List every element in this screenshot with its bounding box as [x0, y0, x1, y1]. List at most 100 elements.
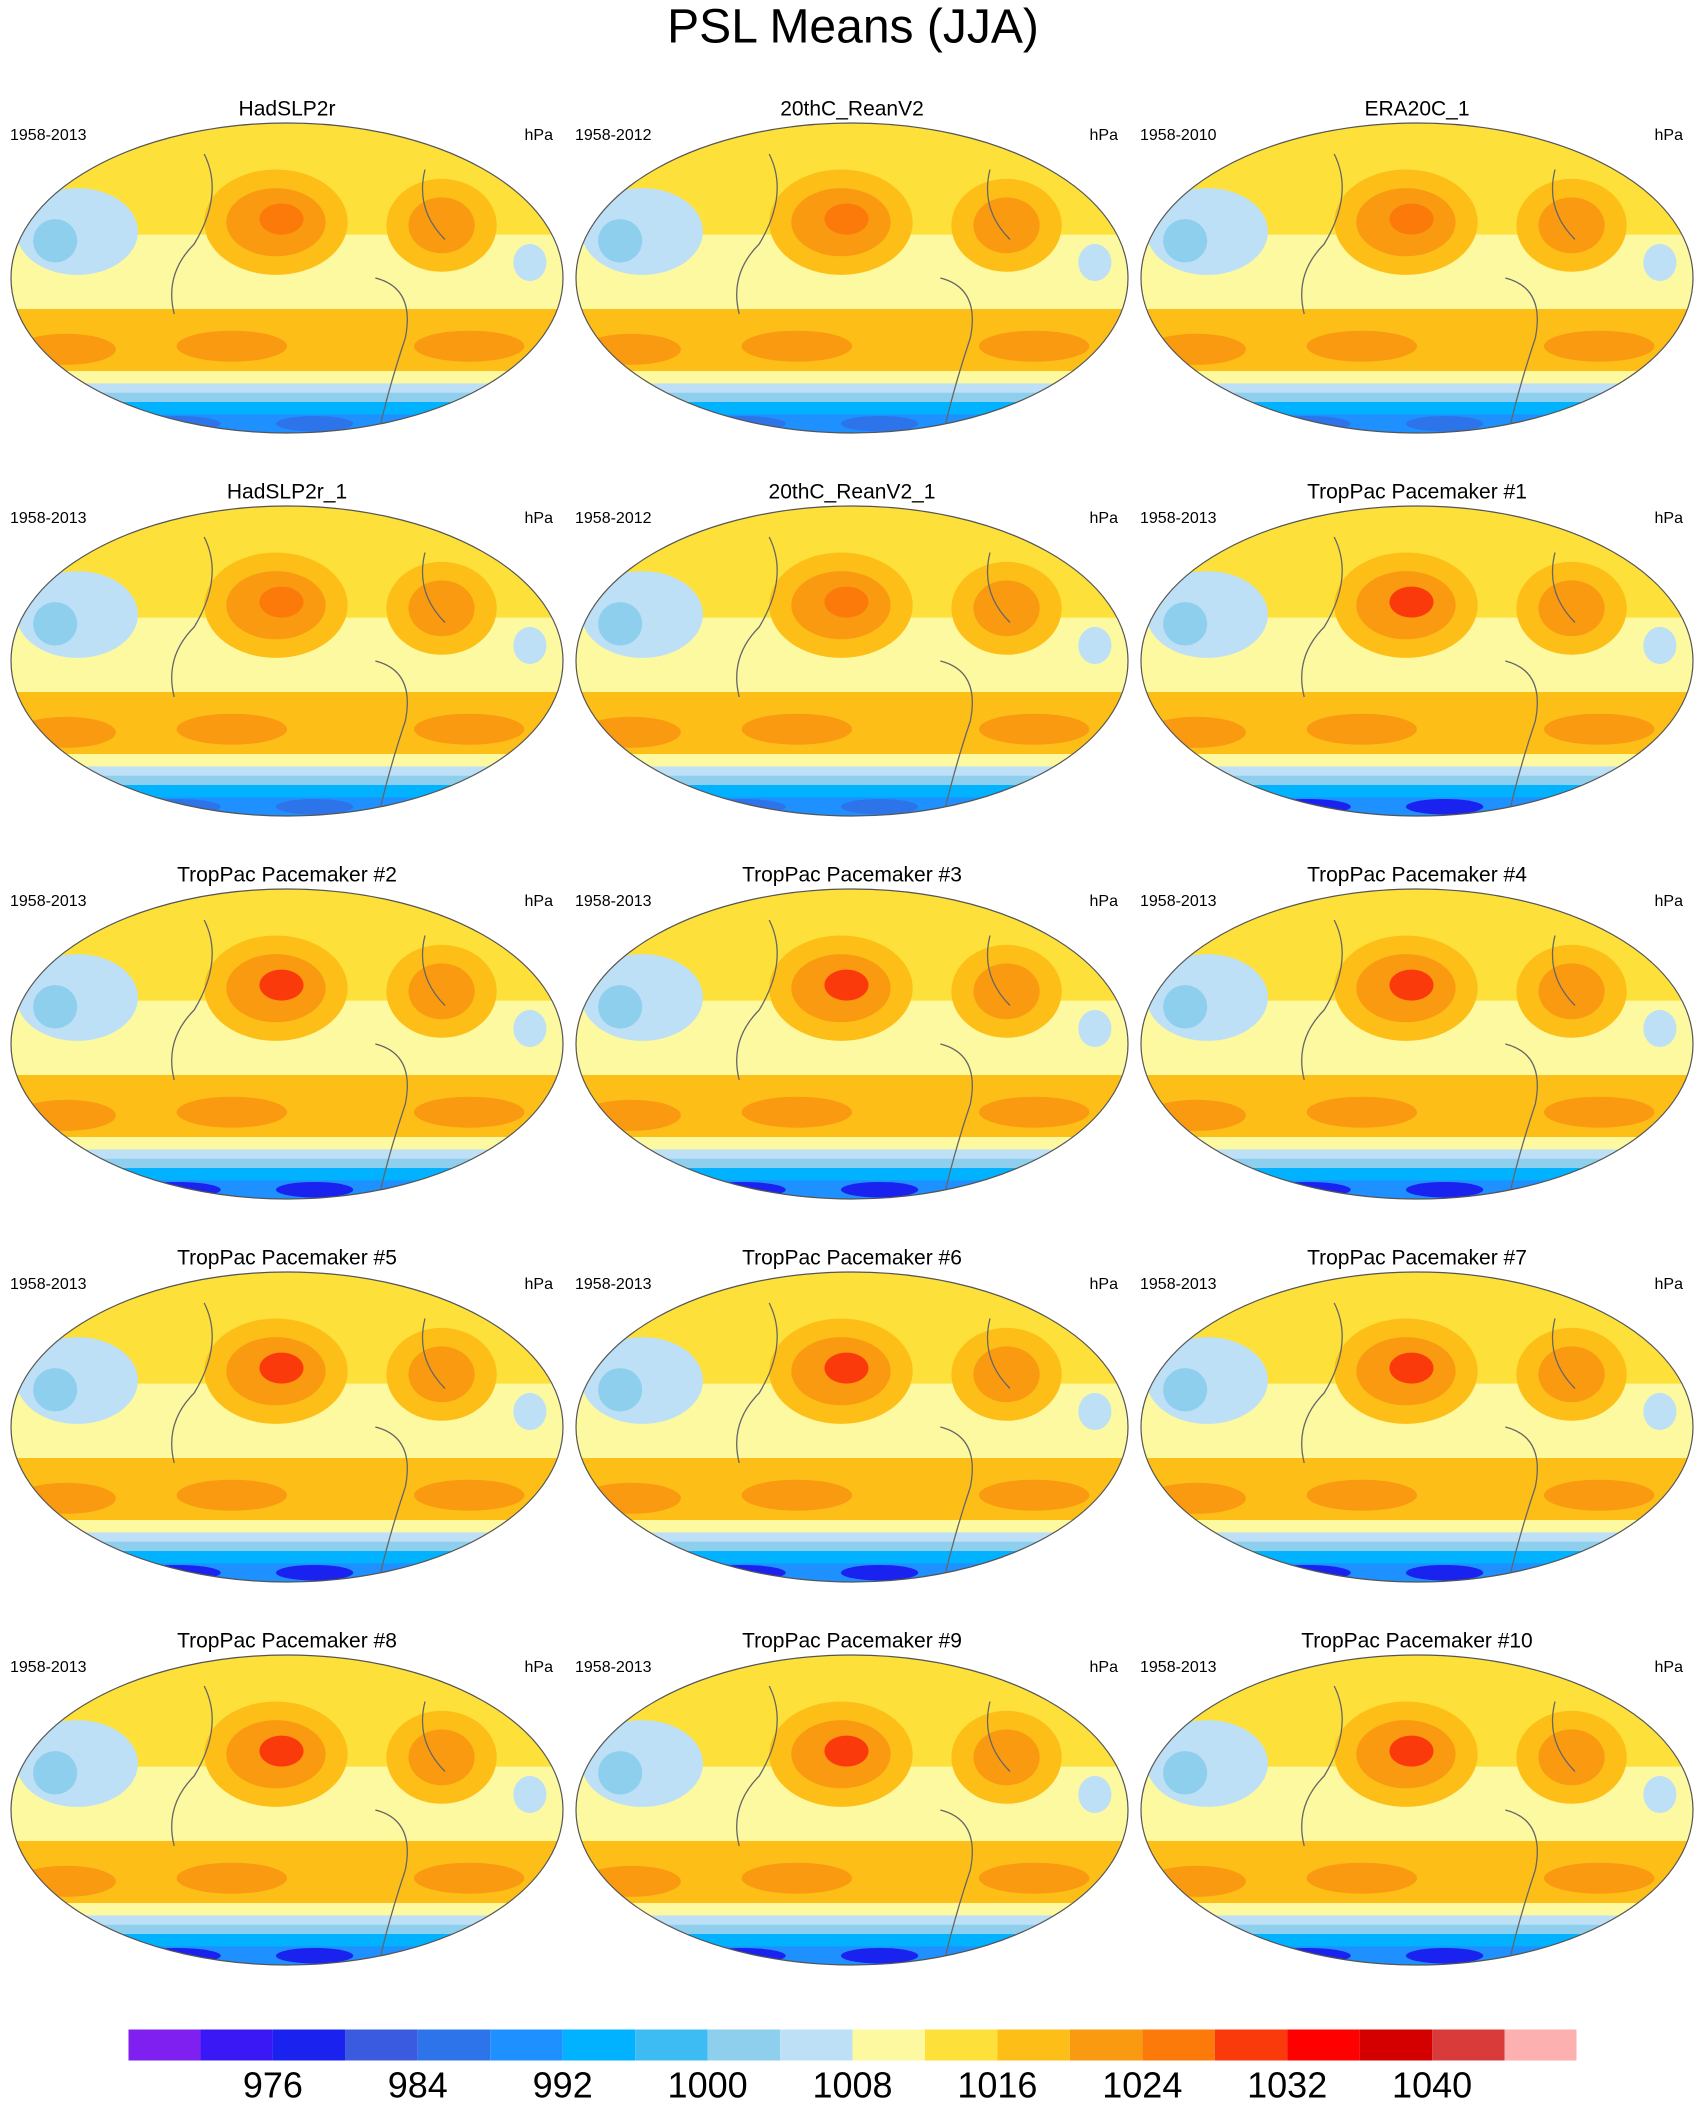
map-band [1141, 785, 1693, 799]
coastline [1301, 919, 1576, 1199]
map-region [1405, 415, 1484, 432]
map-band [1141, 1541, 1693, 1552]
map-outline [1140, 1654, 1694, 1966]
map-outline [1140, 888, 1694, 1200]
map-region [697, 1947, 786, 1964]
map-region [176, 713, 287, 745]
map-region [598, 985, 643, 1029]
map-outline [1140, 505, 1694, 817]
map-band [1141, 766, 1693, 777]
map-region [16, 1482, 116, 1514]
panel-title: TropPac Pacemaker #6 [742, 1247, 962, 1270]
panel-units: hPa [1090, 510, 1119, 527]
map-region [1146, 954, 1268, 1041]
map-band [576, 1915, 1128, 1926]
map-band [576, 1924, 1128, 1935]
colorbar-label: 1016 [957, 2065, 1037, 2106]
map-region [408, 963, 475, 1020]
map-region [1146, 1865, 1246, 1897]
map-region [1543, 330, 1655, 362]
map-region [1389, 1735, 1434, 1767]
map-region [973, 197, 1040, 254]
map-region [413, 1096, 525, 1128]
panel-period: 1958-2013 [10, 510, 87, 527]
map-region [132, 1947, 221, 1964]
map-region [1306, 1479, 1418, 1511]
panel-period: 1958-2012 [575, 127, 652, 144]
map-region [1538, 963, 1605, 1020]
map-region [1078, 1392, 1112, 1431]
map-region [1306, 713, 1418, 745]
map-outline [10, 888, 564, 1200]
map-band [1141, 1520, 1693, 1534]
map-region [513, 1009, 547, 1048]
map-outline [575, 505, 1129, 817]
map-band [11, 392, 563, 403]
map-region [176, 1096, 287, 1128]
map-region [824, 586, 869, 618]
map-outline [575, 1271, 1129, 1583]
map [11, 123, 563, 433]
map-region [275, 1181, 354, 1198]
map-band [576, 402, 1128, 416]
map-region [1146, 1482, 1246, 1514]
panel-title: TropPac Pacemaker #7 [1307, 1247, 1527, 1270]
map-region [581, 1865, 681, 1897]
map-region [1163, 219, 1208, 263]
panel-title: HadSLP2r [239, 98, 336, 121]
map-region [33, 1751, 78, 1795]
map-region [824, 1352, 869, 1384]
map-band [11, 1903, 563, 1917]
map-region [581, 188, 703, 275]
colorbar-box [924, 2029, 998, 2061]
panel-title: TropPac Pacemaker #4 [1307, 864, 1527, 887]
panel-period: 1958-2013 [1140, 893, 1217, 910]
coastline [171, 1685, 446, 1965]
panel-units: hPa [1655, 510, 1684, 527]
map-region [1405, 1947, 1484, 1964]
map-band [1141, 1137, 1693, 1151]
map-region [697, 1564, 786, 1581]
coastline [1301, 1302, 1576, 1582]
map-band [1141, 1924, 1693, 1935]
map-band [1141, 402, 1693, 416]
map-region [1146, 1337, 1268, 1424]
coastline [736, 919, 1011, 1199]
map-band [576, 1149, 1128, 1160]
panel-units: hPa [1655, 1659, 1684, 1676]
colorbar-box [345, 2029, 418, 2061]
panel-period: 1958-2013 [10, 127, 87, 144]
map-region [598, 1368, 643, 1412]
map-band [11, 1551, 563, 1565]
map-region [408, 1346, 475, 1403]
map-outline [10, 505, 564, 817]
panel-title: TropPac Pacemaker #5 [177, 1247, 397, 1270]
colorbar-label: 1008 [812, 2065, 892, 2106]
map-region [1078, 626, 1112, 665]
panel-units: hPa [525, 127, 554, 144]
panel-units: hPa [1090, 893, 1119, 910]
colorbar-box [1504, 2029, 1577, 2061]
map-region [259, 1735, 304, 1767]
map-region [408, 197, 475, 254]
coastline [736, 1685, 1011, 1965]
map-region [1163, 602, 1208, 646]
map-region [1538, 197, 1605, 254]
panel-units: hPa [1655, 127, 1684, 144]
map [576, 889, 1128, 1199]
map-region [176, 1862, 287, 1894]
colorbar-label: 1024 [1102, 2065, 1182, 2106]
map-region [1146, 188, 1268, 275]
map-region [259, 969, 304, 1001]
map-region [1643, 1392, 1677, 1431]
map-region [581, 333, 681, 365]
map-region [840, 1564, 919, 1581]
map-region [259, 1352, 304, 1384]
map-region [1405, 1564, 1484, 1581]
map-region [413, 1862, 525, 1894]
colorbar-box [1069, 2029, 1143, 2061]
map-band [576, 754, 1128, 768]
map-region [697, 415, 786, 432]
map-region [1405, 798, 1484, 815]
map-band [11, 785, 563, 799]
